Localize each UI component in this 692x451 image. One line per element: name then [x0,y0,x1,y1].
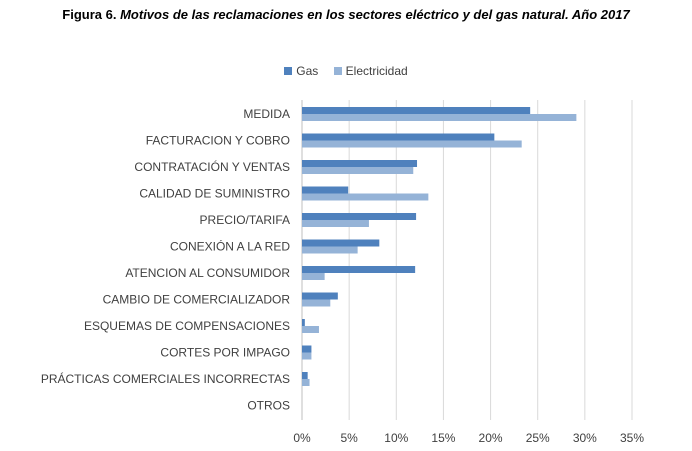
chart-title: Figura 6. Motivos de las reclamaciones e… [0,6,692,23]
category-label: PRÁCTICAS COMERCIALES INCORRECTAS [41,371,290,386]
bar-gas [302,213,417,220]
bar-electricidad [302,326,319,333]
bar-electricidad [302,246,358,254]
bar-electricidad [302,140,522,148]
legend-swatch-electricidad [333,67,342,75]
category-label: CAMBIO DE COMERCIALIZADOR [103,293,291,307]
category-label: CORTES POR IMPAGO [160,346,290,360]
legend-swatch-gas [284,67,293,75]
bar-gas [302,160,418,167]
category-label: FACTURACION Y COBRO [146,134,290,148]
bar-electricidad [302,273,325,280]
bar-electricidad [302,299,331,307]
x-tick-label: 0% [293,431,311,445]
bar-electricidad [302,352,312,360]
bar-electricidad [302,114,577,121]
figure-title: Motivos de las reclamaciones en los sect… [120,7,630,22]
bar-gas [302,133,495,141]
category-label: PRECIO/TARIFA [200,213,290,227]
category-label: MEDIDA [243,107,290,121]
x-tick-label: 25% [526,431,550,445]
category-label: OTROS [247,399,290,413]
legend-item-gas: Gas [284,64,318,78]
bar-gas [302,239,380,247]
category-label: ATENCION AL CONSUMIDOR [125,266,290,280]
category-label: ESQUEMAS DE COMPENSACIONES [84,319,290,333]
bar-electricidad [302,220,369,227]
legend-item-electricidad: Electricidad [333,64,408,78]
category-label: CONTRATACIÓN Y VENTAS [134,159,290,174]
bar-electricidad [302,167,414,174]
legend-label-electricidad: Electricidad [345,64,408,78]
category-label: CONEXIÓN A LA RED [170,239,290,254]
x-tick-label: 10% [384,431,408,445]
x-tick-label: 30% [573,431,597,445]
bar-electricidad [302,193,429,201]
bar-gas [302,266,416,273]
x-tick-label: 35% [620,431,644,445]
figure-label: Figura 6. [62,7,117,22]
x-tick-label: 20% [479,431,503,445]
bar-gas [302,319,305,326]
category-label: CALIDAD DE SUMINISTRO [139,187,290,201]
legend: Gas Electricidad [0,64,692,78]
bar-gas [302,107,531,114]
x-tick-label: 15% [431,431,455,445]
legend-label-gas: Gas [296,64,319,78]
bar-gas [302,345,312,353]
bar-gas [302,372,308,379]
bar-gas [302,186,349,194]
bar-gas [302,292,338,300]
bar-electricidad [302,379,310,386]
x-tick-label: 5% [340,431,358,445]
